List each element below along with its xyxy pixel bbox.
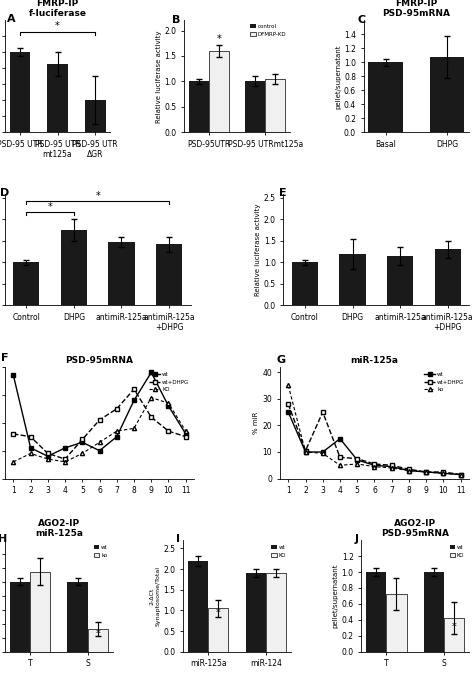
Bar: [67, 582, 88, 652]
Y-axis label: pellet/supernatant: pellet/supernatant: [335, 44, 341, 109]
Bar: [424, 572, 444, 652]
Text: G: G: [276, 355, 285, 365]
Bar: [188, 561, 208, 652]
Bar: [430, 56, 465, 132]
Text: J: J: [355, 534, 359, 544]
Legend: wt, wt+DHPG, KO: wt, wt+DHPG, KO: [147, 369, 191, 394]
Y-axis label: % miR: % miR: [254, 411, 259, 434]
Title: FMRP-IP
f-luciferase: FMRP-IP f-luciferase: [28, 0, 87, 18]
Bar: [246, 573, 266, 652]
Bar: [109, 242, 135, 306]
Bar: [30, 572, 50, 652]
Y-axis label: Relative luciferase activity: Relative luciferase activity: [255, 203, 261, 296]
Bar: [368, 62, 402, 132]
Text: C: C: [358, 15, 366, 25]
Bar: [209, 51, 228, 132]
Text: F: F: [1, 353, 9, 363]
Legend: wt, wt+DHPG, ko: wt, wt+DHPG, ko: [422, 369, 466, 394]
Bar: [189, 81, 209, 132]
Y-axis label: pellet/supernatant: pellet/supernatant: [333, 564, 339, 628]
Text: H: H: [0, 534, 7, 544]
Bar: [9, 52, 30, 132]
Bar: [88, 629, 108, 652]
Legend: wt, KO: wt, KO: [269, 543, 288, 560]
Title: miR-125a: miR-125a: [350, 356, 399, 365]
Bar: [435, 249, 461, 306]
Y-axis label: Relative luciferase activity: Relative luciferase activity: [155, 30, 162, 122]
Text: A: A: [7, 14, 15, 24]
Bar: [265, 79, 285, 132]
Legend: wt, KO: wt, KO: [447, 543, 466, 560]
Bar: [366, 572, 386, 652]
Title: AGO2-IP
PSD-95mRNA: AGO2-IP PSD-95mRNA: [381, 519, 449, 538]
Bar: [266, 573, 286, 652]
Text: *: *: [452, 622, 456, 632]
Bar: [387, 256, 413, 306]
Bar: [444, 619, 465, 652]
Text: D: D: [0, 188, 9, 198]
Title: AGO2-IP
miR-125a: AGO2-IP miR-125a: [35, 519, 83, 538]
Text: I: I: [176, 534, 180, 544]
Text: *: *: [95, 629, 100, 639]
Legend: wt, ko: wt, ko: [91, 543, 110, 560]
Bar: [208, 608, 228, 652]
Bar: [386, 594, 407, 652]
Text: *: *: [55, 21, 60, 31]
Text: B: B: [172, 15, 181, 25]
Text: E: E: [279, 188, 286, 198]
Bar: [156, 244, 182, 306]
Title: FMRP-IP
PSD-95mRNA: FMRP-IP PSD-95mRNA: [383, 0, 450, 18]
Bar: [85, 100, 106, 132]
Bar: [246, 81, 265, 132]
Bar: [9, 582, 30, 652]
Legend: control, DFMRP-KD: control, DFMRP-KD: [249, 23, 287, 38]
Bar: [47, 65, 68, 132]
Text: *: *: [48, 202, 53, 212]
Bar: [292, 262, 318, 306]
Bar: [339, 254, 365, 306]
Bar: [13, 262, 39, 306]
Text: *: *: [216, 608, 220, 618]
Text: *: *: [95, 191, 100, 201]
Text: *: *: [216, 34, 221, 44]
Title: PSD-95mRNA: PSD-95mRNA: [65, 356, 134, 365]
Bar: [61, 230, 87, 306]
Y-axis label: 2-ΔCt
Synaptosome/Total: 2-ΔCt Synaptosome/Total: [150, 566, 160, 626]
